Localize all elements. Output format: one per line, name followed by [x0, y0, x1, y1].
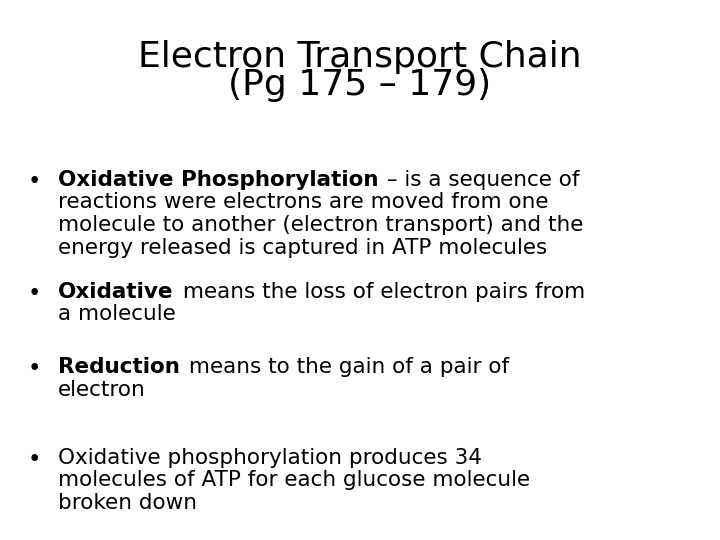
Text: means the loss of electron pairs from: means the loss of electron pairs from — [176, 282, 585, 302]
Text: Oxidative: Oxidative — [58, 282, 174, 302]
Text: •: • — [28, 448, 41, 471]
Text: Reduction: Reduction — [58, 357, 180, 377]
Text: electron: electron — [58, 380, 145, 400]
Text: molecule to another (electron transport) and the: molecule to another (electron transport)… — [58, 215, 583, 235]
Text: a molecule: a molecule — [58, 305, 176, 325]
Text: – is a sequence of: – is a sequence of — [380, 170, 580, 190]
Text: •: • — [28, 170, 41, 193]
Text: Oxidative phosphorylation produces 34: Oxidative phosphorylation produces 34 — [58, 448, 482, 468]
Text: means to the gain of a pair of: means to the gain of a pair of — [182, 357, 509, 377]
Text: broken down: broken down — [58, 493, 197, 513]
Text: •: • — [28, 357, 41, 380]
Text: reactions were electrons are moved from one: reactions were electrons are moved from … — [58, 192, 549, 213]
Text: (Pg 175 – 179): (Pg 175 – 179) — [228, 68, 492, 102]
Text: Electron Transport Chain: Electron Transport Chain — [138, 40, 582, 74]
Text: energy released is captured in ATP molecules: energy released is captured in ATP molec… — [58, 238, 547, 258]
Text: molecules of ATP for each glucose molecule: molecules of ATP for each glucose molecu… — [58, 470, 530, 490]
Text: •: • — [28, 282, 41, 305]
Text: Oxidative Phosphorylation: Oxidative Phosphorylation — [58, 170, 379, 190]
